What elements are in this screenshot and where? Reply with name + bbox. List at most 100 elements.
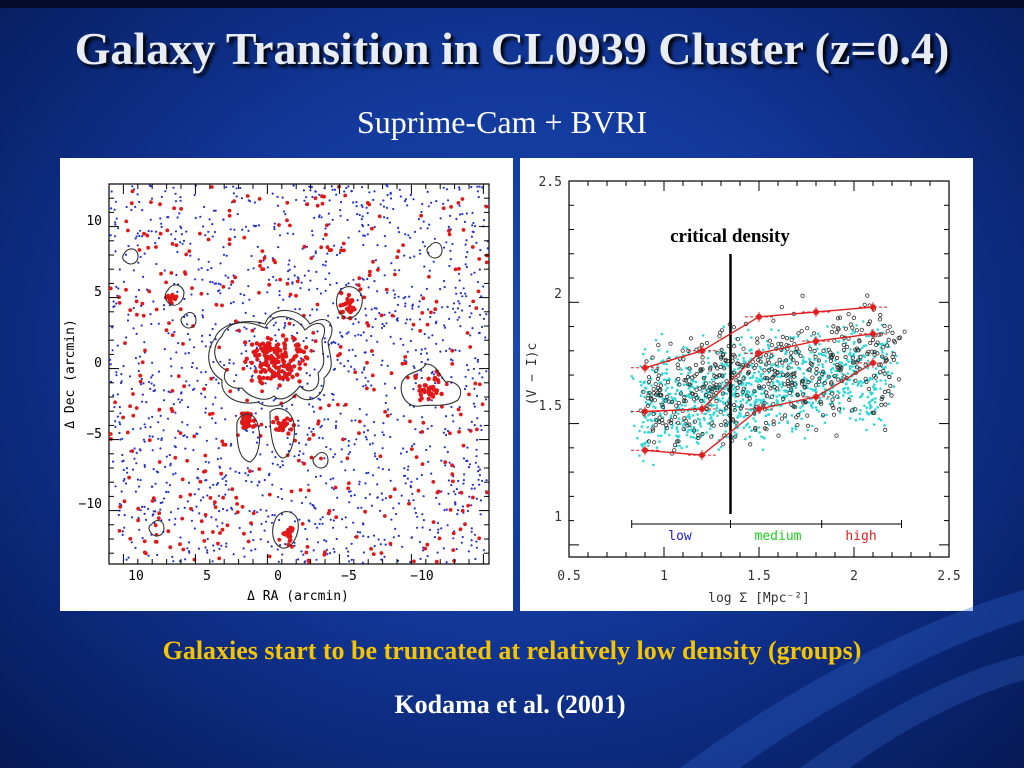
red-galaxy-point [142,539,147,544]
blue-galaxy-point [209,486,212,489]
blue-galaxy-point [334,424,338,427]
red-galaxy-point [303,345,309,350]
slide-caption: Galaxies start to be truncated at relati… [162,636,862,665]
blue-galaxy-point [469,334,472,337]
cyan-galaxy-point [790,414,794,417]
blue-galaxy-point [178,212,181,215]
blue-galaxy-point [292,184,295,187]
red-galaxy-point [192,434,197,439]
red-galaxy-point [166,529,171,534]
red-galaxy-point [230,280,235,284]
cyan-galaxy-point [647,444,650,448]
red-galaxy-point [339,248,343,253]
blue-galaxy-point [327,418,330,421]
open-galaxy-point [697,386,702,391]
open-galaxy-point [878,332,883,337]
blue-galaxy-point [476,185,479,188]
blue-galaxy-point [109,363,112,366]
red-galaxy-point [371,259,375,264]
blue-galaxy-point [413,230,417,233]
open-galaxy-point [704,381,709,386]
red-galaxy-point [477,257,482,261]
blue-galaxy-point [277,246,280,249]
blue-galaxy-point [470,539,473,542]
blue-galaxy-point [136,478,139,481]
y-tick-label: 5 [94,285,102,300]
blue-galaxy-point [335,282,338,285]
blue-galaxy-point [314,252,317,255]
blue-galaxy-point [431,334,434,337]
open-galaxy-point [641,389,646,394]
zone-medium-label: medium [755,529,802,544]
trend-point [870,304,876,311]
cyan-galaxy-point [753,400,757,403]
trend-point [813,393,819,400]
blue-galaxy-point [252,267,255,270]
cyan-galaxy-point [862,344,866,347]
cyan-galaxy-point [865,406,868,409]
blue-galaxy-point [233,228,236,231]
red-galaxy-point [210,411,215,416]
cyan-galaxy-point [748,349,751,352]
blue-galaxy-point [384,543,387,546]
red-galaxy-point [474,306,479,310]
cyan-galaxy-point [651,424,654,427]
red-galaxy-point [320,194,324,199]
blue-galaxy-point [481,479,484,482]
red-galaxy-point [395,255,400,260]
cyan-galaxy-point [742,356,745,360]
blue-galaxy-point [321,437,324,440]
blue-galaxy-point [142,438,145,441]
blue-galaxy-point [139,255,142,259]
blue-galaxy-point [319,426,322,429]
blue-galaxy-point [430,472,433,475]
blue-galaxy-point [393,386,397,389]
blue-galaxy-point [138,355,142,358]
red-galaxy-point [122,499,127,504]
slide-subtitle: Suprime-Cam + BVRI [356,104,648,140]
blue-galaxy-point [148,435,151,438]
cyan-galaxy-point [802,361,805,364]
blue-galaxy-point [352,468,355,471]
red-galaxy-point [448,508,453,512]
open-galaxy-point [814,427,819,432]
red-galaxy-point [290,374,295,380]
blue-galaxy-point [329,283,332,286]
cyan-galaxy-point [781,365,785,368]
blue-galaxy-point [426,308,430,311]
blue-galaxy-point [319,518,322,521]
cyan-galaxy-point [831,367,835,370]
blue-galaxy-point [470,504,473,507]
red-galaxy-point [366,323,371,328]
blue-galaxy-point [150,485,153,488]
blue-galaxy-point [302,339,305,343]
blue-galaxy-point [381,431,384,434]
blue-galaxy-point [206,549,209,552]
blue-galaxy-point [219,292,222,295]
cyan-galaxy-point [806,428,809,432]
density-contour [122,248,139,265]
red-galaxy-point [345,456,350,461]
blue-galaxy-point [314,475,318,478]
open-galaxy-point [880,395,885,400]
blue-galaxy-point [421,241,425,244]
blue-galaxy-point [130,208,133,212]
red-galaxy-point [164,280,168,285]
open-galaxy-point [709,434,714,439]
open-galaxy-point [882,323,887,328]
cyan-galaxy-point [746,422,749,426]
cyan-galaxy-point [706,357,710,360]
blue-galaxy-point [114,221,117,224]
x-tick-label: 0.5 [557,569,580,584]
blue-galaxy-point [362,368,366,371]
blue-galaxy-point [466,446,469,449]
open-galaxy-point [683,418,688,423]
blue-galaxy-point [195,367,198,370]
blue-galaxy-point [160,222,163,225]
cyan-galaxy-point [870,405,873,409]
blue-galaxy-point [404,305,407,308]
blue-galaxy-point [208,218,211,221]
blue-galaxy-point [427,460,430,463]
blue-galaxy-point [381,447,384,450]
blue-galaxy-point [299,287,302,290]
